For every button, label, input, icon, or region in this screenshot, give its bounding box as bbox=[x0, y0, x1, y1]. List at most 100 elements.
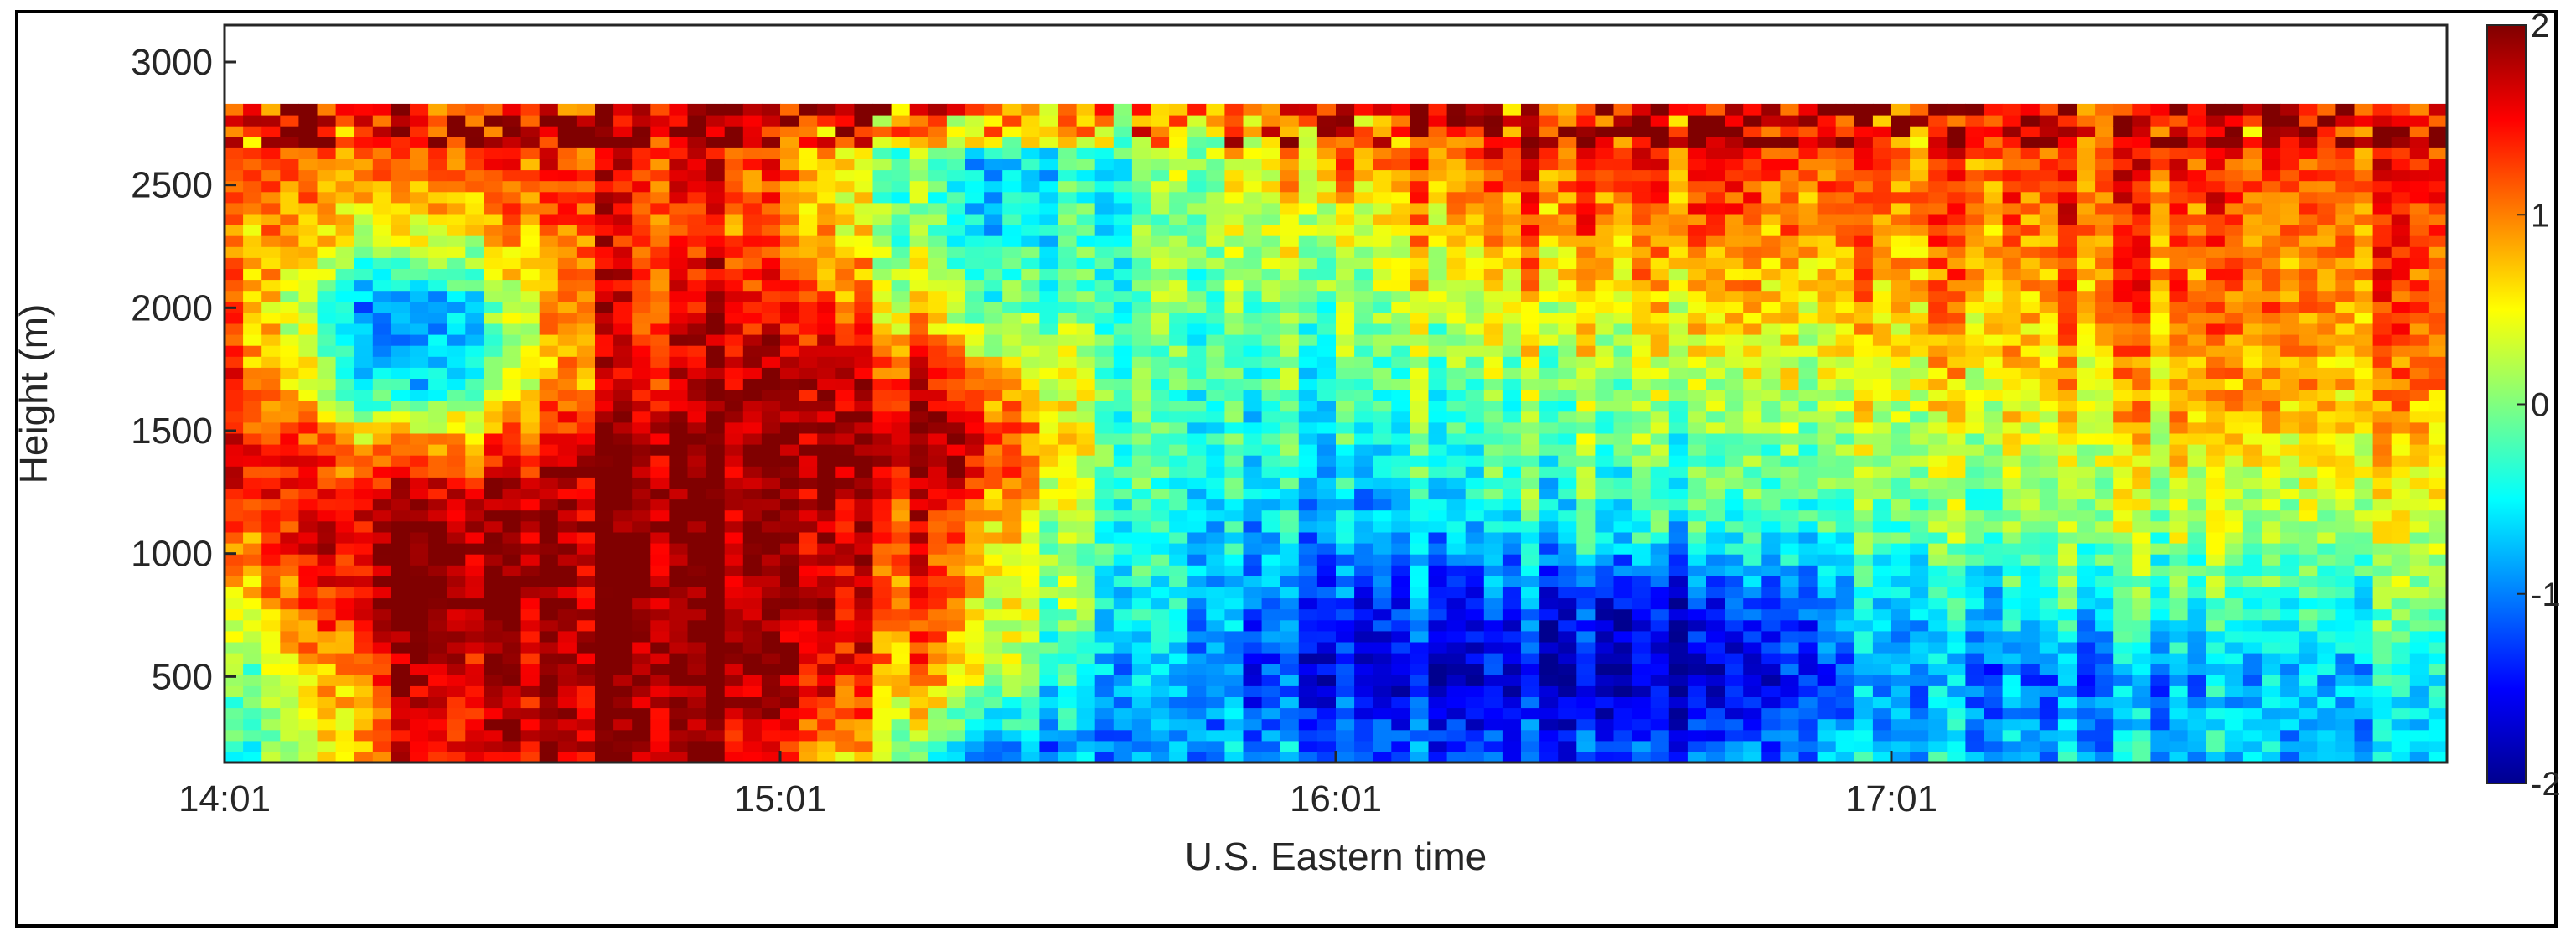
heatmap-cell bbox=[1002, 675, 1022, 686]
heatmap-cell bbox=[298, 290, 318, 302]
heatmap-cell bbox=[372, 696, 392, 709]
heatmap-cell bbox=[835, 466, 855, 478]
heatmap-cell bbox=[372, 115, 392, 127]
heatmap-cell bbox=[1706, 257, 1725, 269]
heatmap-cell bbox=[298, 268, 318, 281]
heatmap-cell bbox=[1465, 444, 1485, 456]
heatmap-cell bbox=[576, 565, 596, 576]
heatmap-cell bbox=[595, 301, 614, 313]
heatmap-cell bbox=[335, 290, 355, 302]
heatmap-cell bbox=[502, 180, 522, 193]
heatmap-cell bbox=[539, 411, 559, 423]
heatmap-cell bbox=[539, 653, 559, 664]
heatmap-cell bbox=[817, 619, 836, 632]
heatmap-cell bbox=[946, 565, 966, 576]
heatmap-cell bbox=[1613, 169, 1633, 182]
heatmap-cell bbox=[1187, 509, 1207, 522]
heatmap-cell bbox=[1521, 169, 1540, 182]
heatmap-cell bbox=[1261, 455, 1281, 467]
heatmap-cell bbox=[780, 664, 799, 675]
heatmap-cell bbox=[391, 147, 411, 159]
heatmap-cell bbox=[502, 103, 522, 116]
heatmap-cell bbox=[928, 334, 948, 346]
heatmap-cell bbox=[946, 696, 966, 709]
heatmap-cell bbox=[243, 718, 262, 731]
heatmap-cell bbox=[225, 126, 244, 137]
heatmap-cell bbox=[1076, 202, 1096, 215]
heatmap-cell bbox=[909, 137, 929, 148]
heatmap-cell bbox=[1373, 509, 1392, 522]
heatmap-cell bbox=[632, 290, 651, 302]
heatmap-cell bbox=[520, 126, 541, 137]
heatmap-cell bbox=[799, 169, 818, 182]
heatmap-cell bbox=[1521, 257, 1540, 269]
heatmap-cell bbox=[1261, 685, 1281, 697]
heatmap-cell bbox=[317, 531, 337, 544]
heatmap-cell bbox=[965, 729, 985, 742]
heatmap-cell bbox=[1668, 751, 1689, 763]
heatmap-cell bbox=[1187, 685, 1207, 697]
heatmap-cell bbox=[1483, 191, 1503, 204]
heatmap-cell bbox=[1336, 641, 1355, 654]
heatmap-cell bbox=[1668, 554, 1689, 566]
heatmap-cell bbox=[891, 421, 911, 434]
heatmap-cell bbox=[669, 191, 689, 204]
heatmap-cell bbox=[1224, 488, 1244, 500]
heatmap-cell bbox=[280, 400, 299, 412]
heatmap-cell bbox=[1521, 126, 1540, 137]
heatmap-cell bbox=[539, 334, 559, 346]
heatmap-cell bbox=[742, 411, 763, 423]
heatmap-cell bbox=[1668, 619, 1689, 632]
heatmap-cell bbox=[1668, 268, 1689, 281]
heatmap-cell bbox=[1446, 180, 1466, 193]
heatmap-cell bbox=[502, 576, 522, 587]
heatmap-cell bbox=[1336, 191, 1355, 204]
heatmap-cell bbox=[243, 630, 262, 643]
heatmap-cell bbox=[1725, 279, 1744, 292]
heatmap-cell bbox=[799, 543, 818, 555]
heatmap-cell bbox=[1243, 268, 1263, 281]
heatmap-cell bbox=[557, 202, 577, 215]
heatmap-cell bbox=[1539, 718, 1559, 731]
heatmap-cell bbox=[1076, 587, 1096, 599]
heatmap-cell bbox=[1151, 137, 1170, 148]
heatmap-cell bbox=[1039, 509, 1059, 522]
heatmap-cell bbox=[520, 509, 541, 522]
heatmap-cell bbox=[965, 707, 985, 720]
heatmap-cell bbox=[1058, 597, 1078, 610]
heatmap-cell bbox=[946, 115, 966, 127]
heatmap-cell bbox=[1613, 103, 1633, 116]
heatmap-cell bbox=[1002, 137, 1022, 148]
heatmap-cell bbox=[1521, 740, 1540, 752]
heatmap-cell bbox=[1521, 718, 1540, 731]
heatmap-cell bbox=[1410, 587, 1430, 599]
heatmap-cell bbox=[1076, 432, 1096, 445]
heatmap-cell bbox=[1687, 356, 1707, 368]
heatmap-cell bbox=[1558, 597, 1577, 610]
heatmap-cell bbox=[1206, 531, 1225, 544]
heatmap-cell bbox=[261, 455, 281, 467]
heatmap-cell bbox=[1243, 235, 1263, 247]
heatmap-cell bbox=[706, 191, 726, 204]
heatmap-cell bbox=[1243, 202, 1263, 215]
heatmap-cell bbox=[761, 213, 781, 225]
heatmap-cell bbox=[335, 235, 355, 247]
heatmap-cell bbox=[1576, 169, 1596, 182]
heatmap-cell bbox=[391, 169, 411, 182]
heatmap-cell bbox=[317, 115, 337, 127]
heatmap-cell bbox=[872, 608, 892, 621]
heatmap-cell bbox=[1280, 597, 1300, 610]
heatmap-cell bbox=[1502, 312, 1522, 324]
heatmap-cell bbox=[1576, 225, 1596, 236]
heatmap-cell bbox=[1336, 367, 1355, 379]
heatmap-cell bbox=[687, 565, 707, 576]
heatmap-cell bbox=[632, 696, 651, 709]
heatmap-cell bbox=[595, 587, 614, 599]
heatmap-cell bbox=[1428, 543, 1448, 555]
heatmap-cell bbox=[1021, 400, 1040, 412]
heatmap-cell bbox=[1206, 499, 1225, 511]
heatmap-cell bbox=[669, 587, 689, 599]
heatmap-cell bbox=[225, 158, 244, 171]
heatmap-cell bbox=[1539, 400, 1559, 412]
heatmap-cell bbox=[650, 729, 670, 742]
